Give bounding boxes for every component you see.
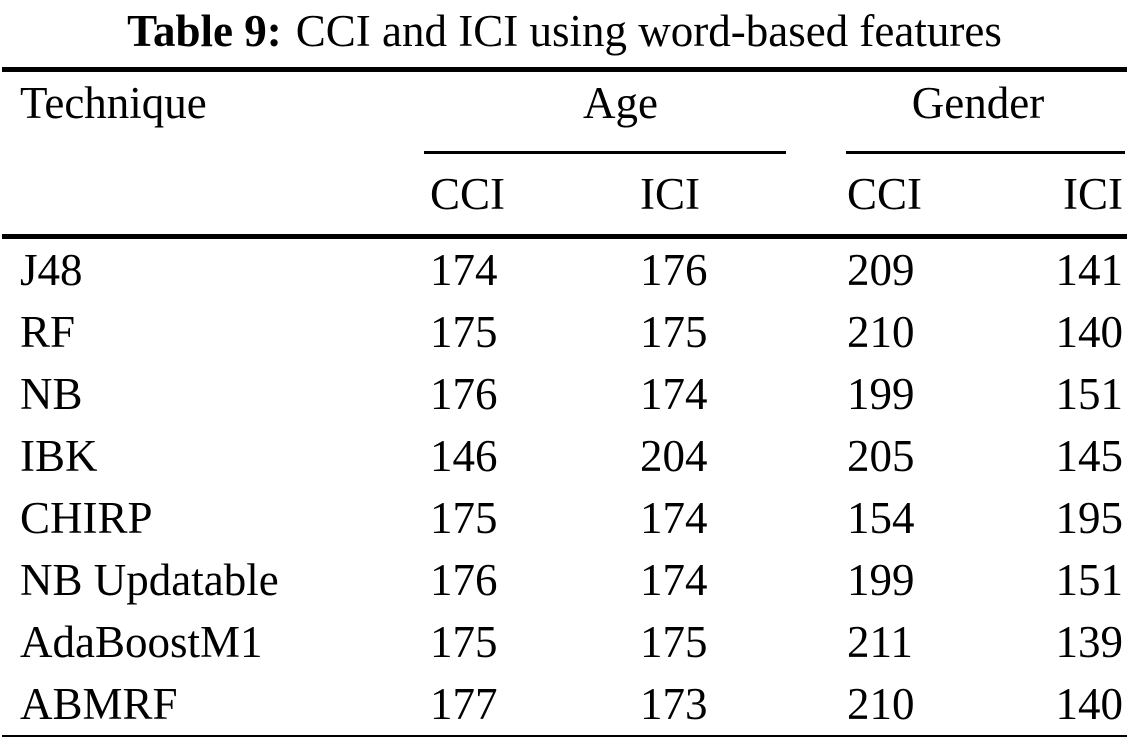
age-cci-cell: 146 xyxy=(430,430,498,481)
technique-cell: J48 xyxy=(20,244,83,295)
gender-ici-cell: 145 xyxy=(1055,430,1124,481)
age-cci-cell: 175 xyxy=(430,492,498,543)
table-row: ABMRF 177 173 210 140 xyxy=(2,673,1127,737)
gender-ici-cell: 139 xyxy=(1055,616,1124,667)
table-body: J48 174 176 209 141 RF 175 175 210 140 N… xyxy=(2,237,1127,737)
sub-header-age-cci: CCI xyxy=(430,168,506,219)
column-header-technique: Technique xyxy=(20,78,207,128)
age-cmidrule xyxy=(424,151,787,154)
sub-header-row: CCI ICI CCI ICI xyxy=(2,154,1127,237)
table-row: J48 174 176 209 141 xyxy=(2,237,1127,302)
gender-cci-cell: 199 xyxy=(847,368,915,419)
age-ici-cell: 204 xyxy=(640,430,708,481)
gender-ici-cell: 151 xyxy=(1055,554,1124,605)
technique-cell: CHIRP xyxy=(20,492,153,543)
gender-ici-cell: 151 xyxy=(1055,368,1124,419)
results-table: Technique Age Gender CCI ICI CCI ICI J48 xyxy=(2,67,1128,737)
technique-cell: IBK xyxy=(20,430,98,481)
technique-cell: NB Updatable xyxy=(20,554,279,605)
sub-header-gender-cci: CCI xyxy=(847,168,923,219)
technique-cell: ABMRF xyxy=(20,678,178,729)
technique-cell: NB xyxy=(20,368,83,419)
group-header-age-label: Age xyxy=(583,78,658,128)
gender-cmidrule xyxy=(846,151,1126,154)
gender-ici-cell: 141 xyxy=(1055,244,1124,295)
age-cci-cell: 176 xyxy=(430,554,498,605)
gender-cci-cell: 210 xyxy=(847,678,915,729)
sub-header-age-ici: ICI xyxy=(640,168,700,219)
age-ici-cell: 174 xyxy=(640,368,708,419)
technique-cell: RF xyxy=(20,306,76,357)
age-cci-cell: 174 xyxy=(430,244,498,295)
age-ici-cell: 174 xyxy=(640,554,708,605)
table-row: IBK 146 204 205 145 xyxy=(2,425,1127,487)
age-ici-cell: 175 xyxy=(640,616,708,667)
age-ici-cell: 174 xyxy=(640,492,708,543)
table-row: RF 175 175 210 140 xyxy=(2,301,1127,363)
table-caption: Table 9: CCI and ICI using word-based fea… xyxy=(0,0,1129,67)
table-row: NB Updatable 176 174 199 151 xyxy=(2,549,1127,611)
technique-cell: AdaBoostM1 xyxy=(20,616,263,667)
gender-cci-cell: 209 xyxy=(847,244,915,295)
table-row: CHIRP 175 174 154 195 xyxy=(2,487,1127,549)
table-caption-text: CCI and ICI using word-based features xyxy=(295,6,1002,56)
age-cci-cell: 176 xyxy=(430,368,498,419)
table-caption-label: Table 9: xyxy=(127,6,282,56)
gender-cci-cell: 210 xyxy=(847,306,915,357)
group-header-row: Technique Age Gender xyxy=(2,70,1127,154)
gender-cci-cell: 211 xyxy=(847,616,913,667)
gender-ici-cell: 195 xyxy=(1055,492,1124,543)
gender-ici-cell: 140 xyxy=(1055,678,1124,729)
gender-cci-cell: 199 xyxy=(847,554,915,605)
gender-cci-cell: 154 xyxy=(847,492,915,543)
group-header-gender-label: Gender xyxy=(911,78,1045,128)
table-row: AdaBoostM1 175 175 211 139 xyxy=(2,611,1127,673)
sub-header-gender-ici: ICI xyxy=(1063,168,1124,219)
gender-ici-cell: 140 xyxy=(1055,306,1124,357)
age-ici-cell: 176 xyxy=(640,244,708,295)
age-cci-cell: 177 xyxy=(430,678,498,729)
gender-cci-cell: 205 xyxy=(847,430,915,481)
table-row: NB 176 174 199 151 xyxy=(2,363,1127,425)
age-cci-cell: 175 xyxy=(430,306,498,357)
age-ici-cell: 173 xyxy=(640,678,708,729)
age-cci-cell: 175 xyxy=(430,616,498,667)
table-header: Technique Age Gender CCI ICI CCI ICI xyxy=(2,70,1128,237)
group-header-age: Age xyxy=(412,70,829,154)
age-ici-cell: 175 xyxy=(640,306,708,357)
group-header-gender: Gender xyxy=(829,70,1127,154)
